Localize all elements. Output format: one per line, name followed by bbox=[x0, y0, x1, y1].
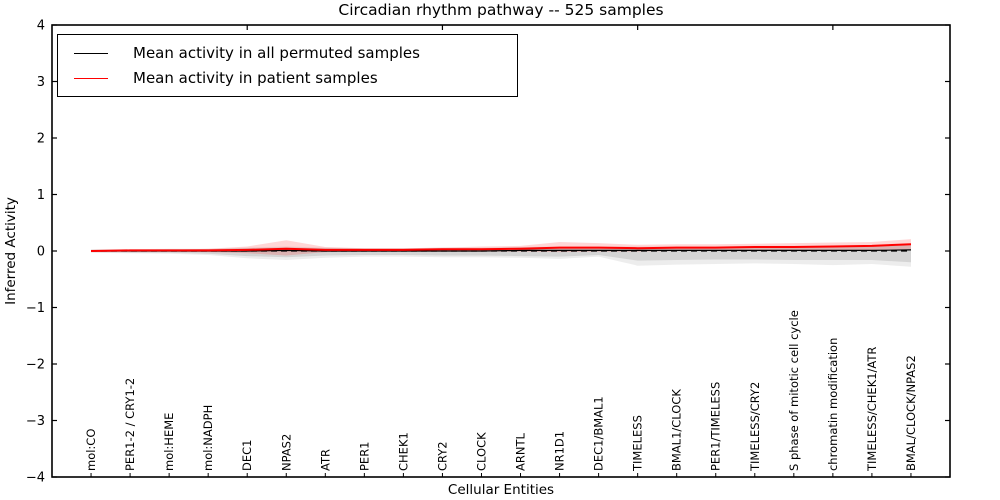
series-line-patient bbox=[90, 243, 912, 252]
y-tick-label: −4 bbox=[26, 471, 45, 486]
legend-label-permuted: Mean activity in all permuted samples bbox=[133, 44, 420, 62]
x-tick-label: BMAL/CLOCK/NPAS2 bbox=[904, 355, 918, 471]
x-tick-label: CRY2 bbox=[435, 441, 449, 471]
legend-entry-permuted: Mean activity in all permuted samples bbox=[74, 44, 507, 62]
x-tick-label: mol:HEME bbox=[162, 413, 176, 471]
x-tick-label: CHEK1 bbox=[396, 432, 410, 471]
x-tick-label: CLOCK bbox=[474, 432, 488, 471]
x-tick-label: mol:NADPH bbox=[201, 405, 215, 471]
x-tick-label: NR1D1 bbox=[553, 431, 567, 471]
x-tick-label: DEC1 bbox=[240, 440, 254, 471]
y-tick-label: 1 bbox=[37, 188, 45, 203]
x-tick-label: DEC1/BMAL1 bbox=[592, 396, 606, 471]
chart-title: Circadian rhythm pathway -- 525 samples bbox=[338, 1, 664, 19]
y-tick-label: 2 bbox=[37, 132, 45, 147]
x-tick-label: TIMELESS bbox=[631, 415, 645, 472]
patient-line-swatch bbox=[74, 77, 108, 79]
x-tick-label: ARNTL bbox=[514, 433, 528, 471]
y-tick-label: 3 bbox=[37, 75, 45, 90]
x-tick-label: TIMELESS/CHEK1/ATR bbox=[865, 347, 879, 472]
x-tick-label: mol:CO bbox=[84, 429, 98, 471]
x-tick-label: S phase of mitotic cell cycle bbox=[787, 310, 801, 471]
y-tick-label: 4 bbox=[37, 19, 45, 34]
y-tick-label: −3 bbox=[26, 414, 45, 429]
permuted-line-swatch bbox=[74, 52, 108, 54]
x-tick-label: PER1-2 / CRY1-2 bbox=[123, 378, 137, 471]
x-tick-label: BMAL1/CLOCK bbox=[670, 389, 684, 471]
x-tick-label: TIMELESS/CRY2 bbox=[748, 382, 762, 472]
y-tick-label: −2 bbox=[26, 358, 45, 373]
y-axis-label: Inferred Activity bbox=[3, 197, 19, 305]
legend-box: Mean activity in all permuted samples Me… bbox=[57, 34, 518, 97]
x-tick-label: PER1/TIMELESS bbox=[709, 382, 723, 471]
legend-entry-patient: Mean activity in patient samples bbox=[74, 69, 507, 87]
x-tick-label: NPAS2 bbox=[279, 434, 293, 471]
x-tick-label: ATR bbox=[318, 449, 332, 471]
y-tick-label: 0 bbox=[37, 245, 45, 260]
legend-label-patient: Mean activity in patient samples bbox=[133, 69, 378, 87]
x-axis-label: Cellular Entities bbox=[447, 482, 555, 498]
x-tick-label: chromatin modification bbox=[826, 338, 840, 471]
y-tick-label: −1 bbox=[26, 301, 45, 316]
x-tick-label: PER1 bbox=[357, 441, 371, 471]
